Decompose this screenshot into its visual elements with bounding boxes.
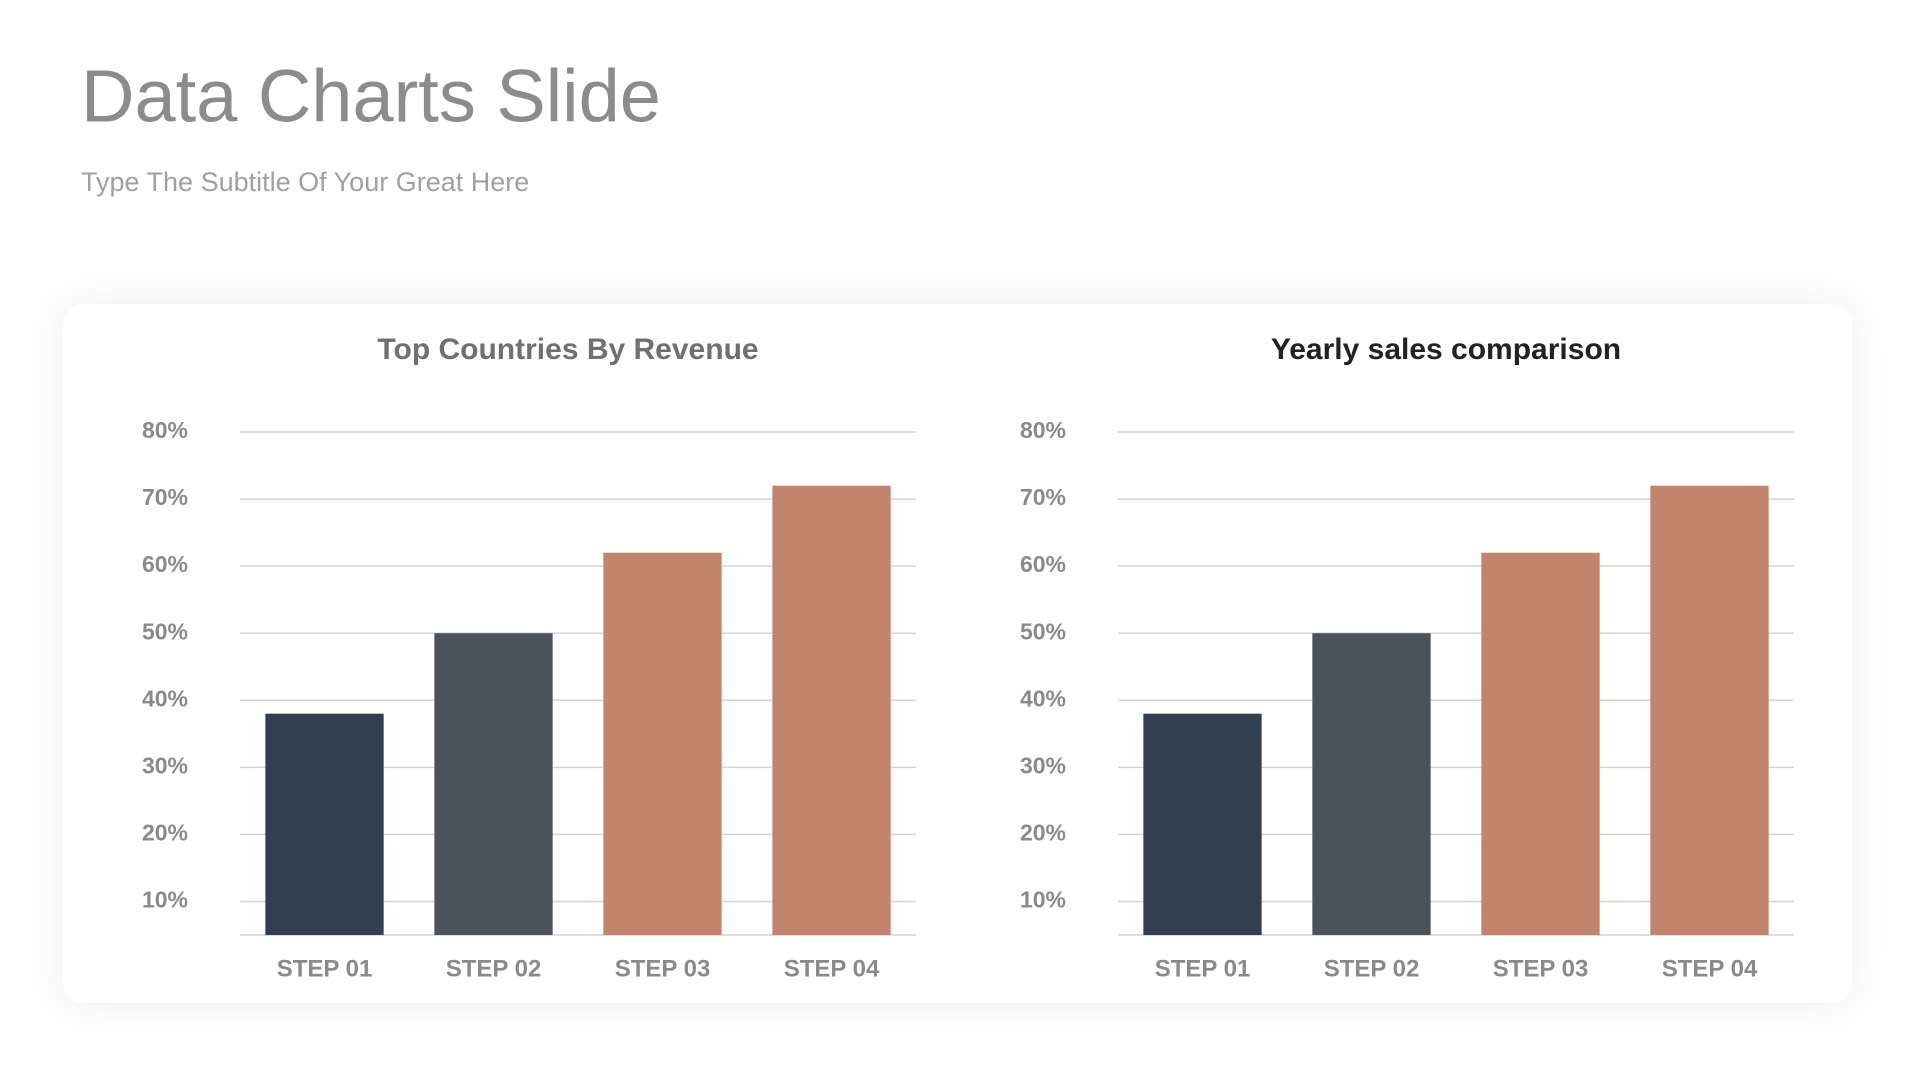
x-tick-label: STEP 03 — [1493, 955, 1589, 982]
x-tick-label: STEP 04 — [1662, 955, 1758, 982]
bar — [1143, 713, 1262, 935]
y-tick-label: 50% — [142, 618, 188, 644]
y-tick-label: 80% — [1020, 417, 1066, 443]
bar — [1650, 485, 1769, 935]
bar — [265, 713, 384, 935]
x-tick-label: STEP 02 — [446, 955, 542, 982]
y-tick-label: 60% — [142, 551, 188, 577]
y-tick-label: 20% — [1020, 819, 1066, 845]
x-tick-label: STEP 04 — [784, 955, 880, 982]
slide-title: Data Charts Slide — [81, 55, 661, 138]
bar — [603, 552, 722, 935]
y-tick-label: 30% — [142, 752, 188, 778]
y-tick-label: 30% — [1020, 752, 1066, 778]
slide-subtitle: Type The Subtitle Of Your Great Here — [81, 167, 529, 197]
y-tick-label: 20% — [142, 819, 188, 845]
chart-title: Top Countries By Revenue — [377, 333, 758, 366]
y-tick-label: 60% — [1020, 551, 1066, 577]
bar — [1312, 633, 1431, 935]
bar — [772, 485, 891, 935]
chart-title: Yearly sales comparison — [1271, 333, 1621, 366]
y-tick-label: 40% — [1020, 685, 1066, 711]
bar — [1481, 552, 1600, 935]
y-tick-label: 50% — [1020, 618, 1066, 644]
x-tick-label: STEP 02 — [1324, 955, 1420, 982]
bar — [434, 633, 553, 935]
x-tick-label: STEP 01 — [277, 955, 373, 982]
x-tick-label: STEP 03 — [615, 955, 711, 982]
y-tick-label: 10% — [1020, 887, 1066, 913]
y-tick-label: 80% — [142, 417, 188, 443]
x-tick-label: STEP 01 — [1155, 955, 1251, 982]
y-tick-label: 40% — [142, 685, 188, 711]
y-tick-label: 10% — [142, 887, 188, 913]
y-tick-label: 70% — [1020, 484, 1066, 510]
y-tick-label: 70% — [142, 484, 188, 510]
